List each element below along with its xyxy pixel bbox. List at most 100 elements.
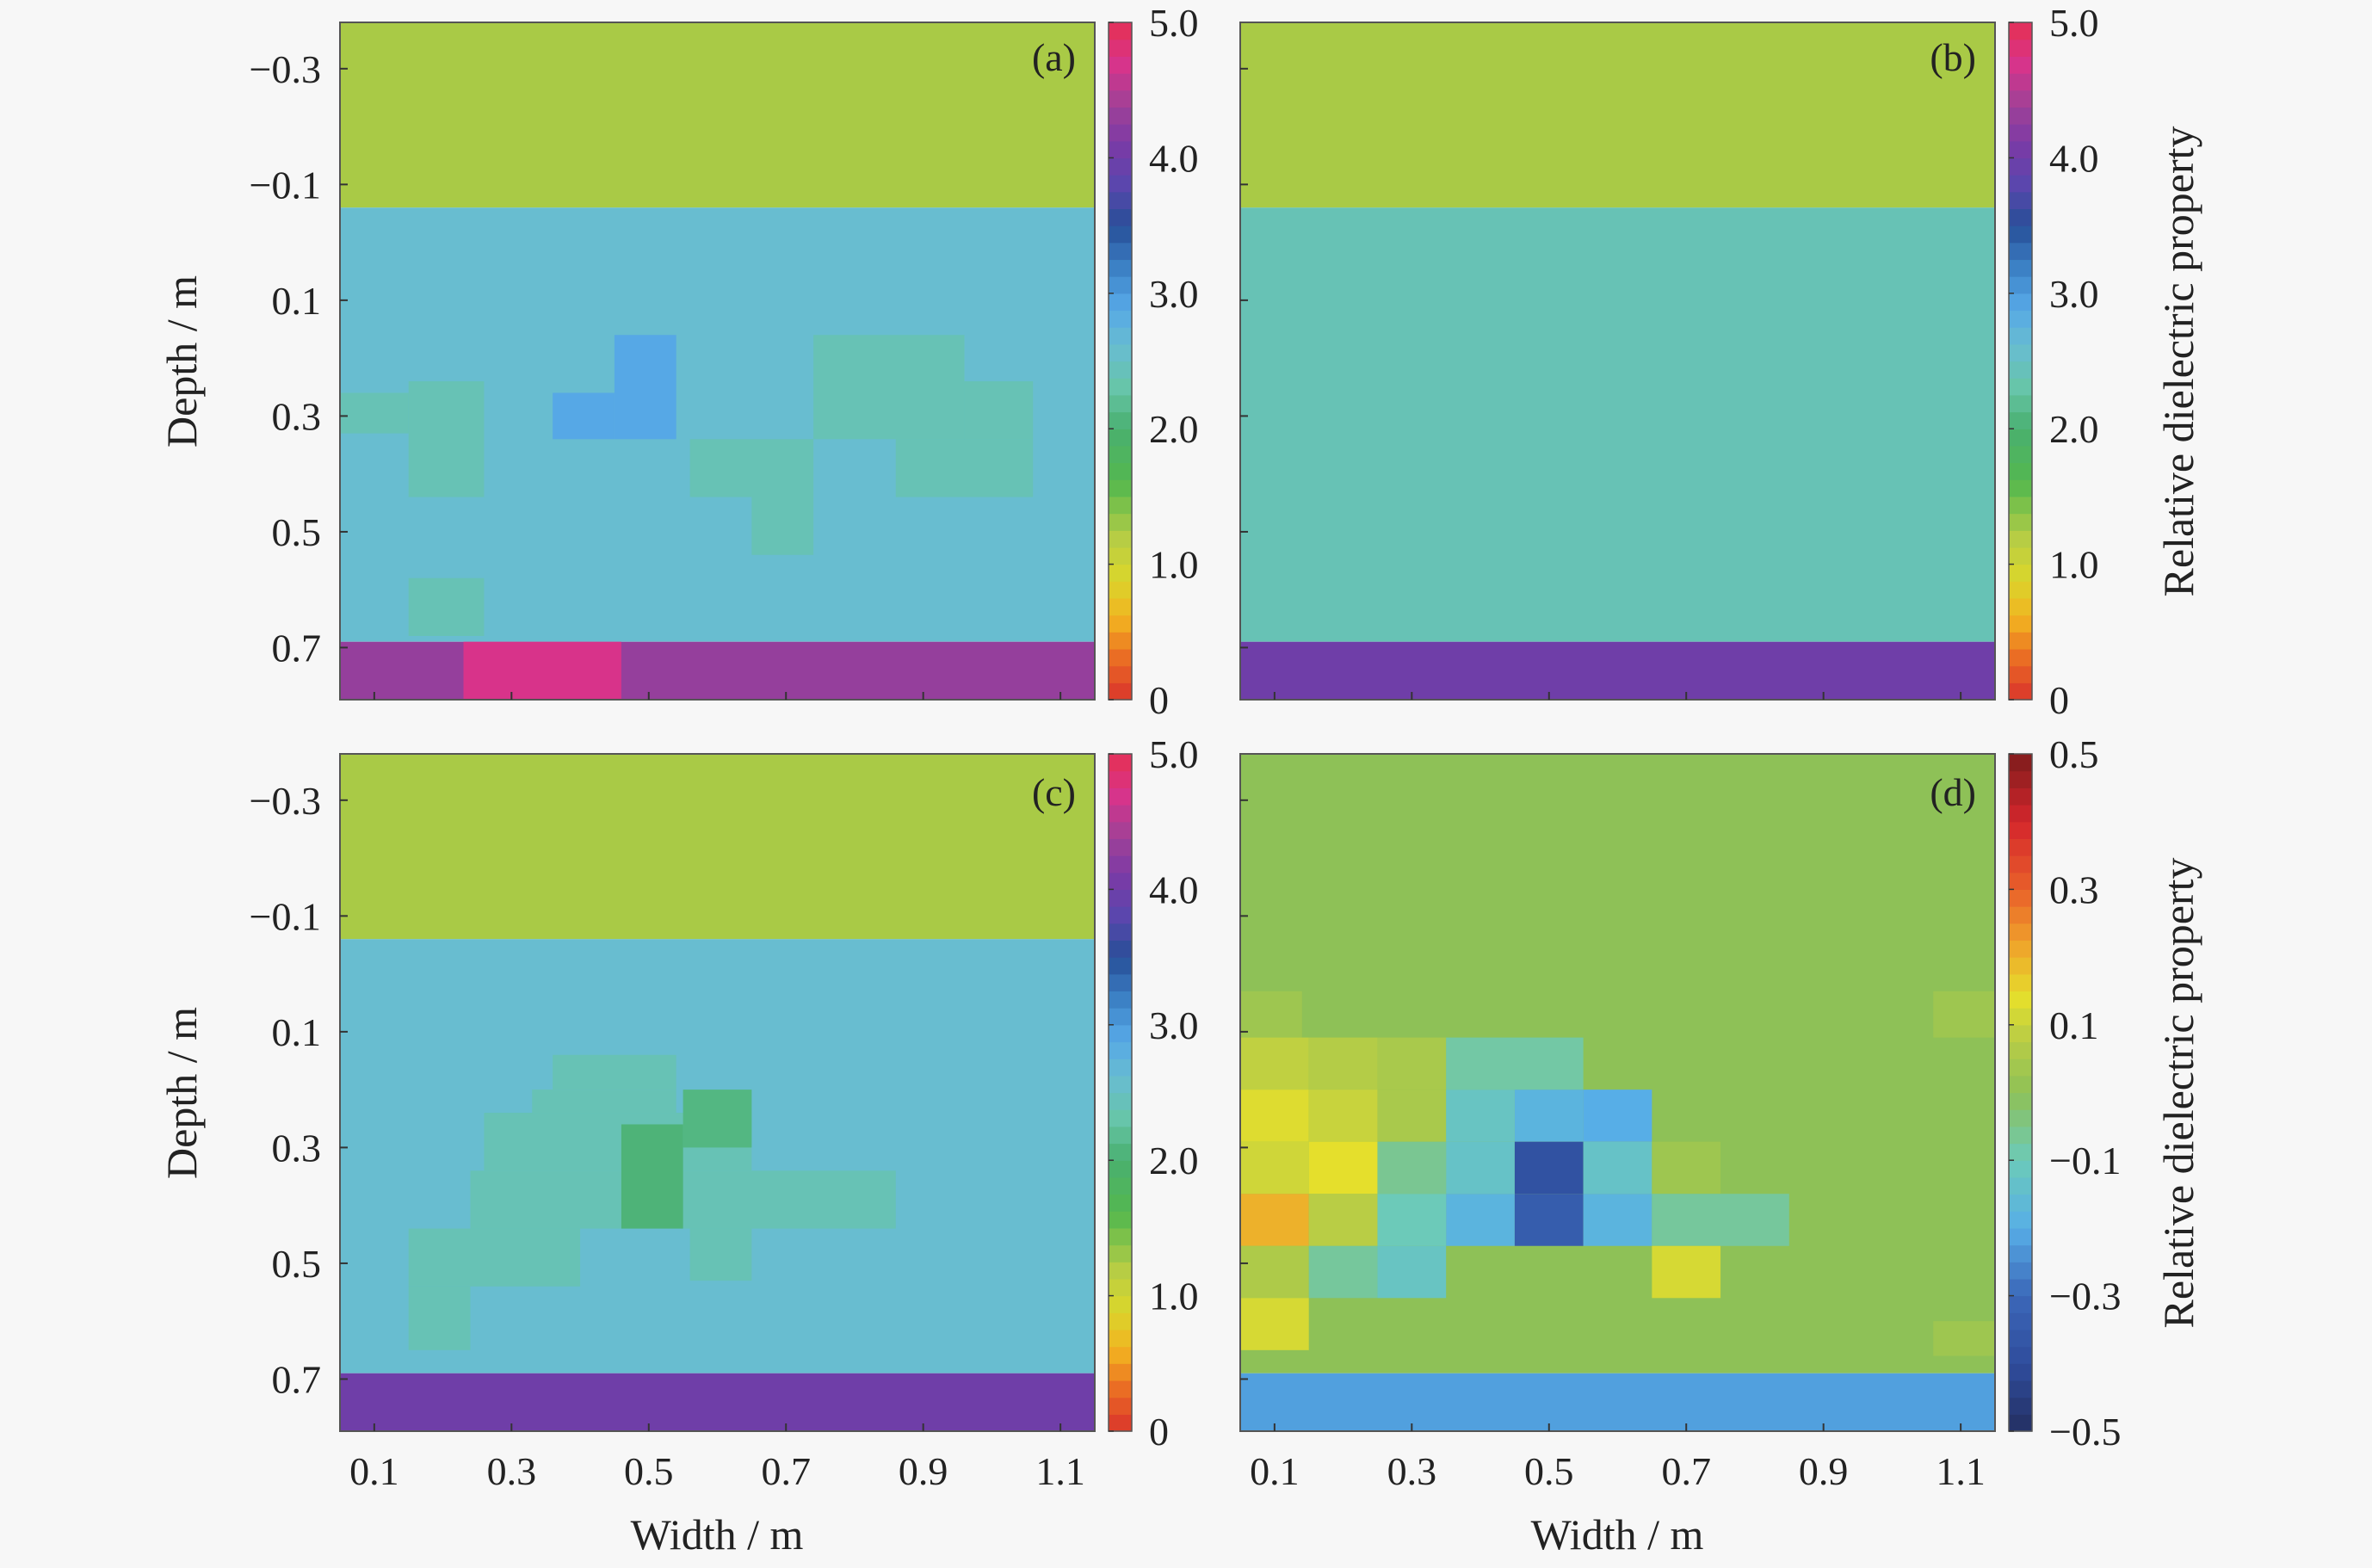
colorbar-segment-d-12 [2009,1211,2032,1229]
colorbar-segment-b-15 [2009,429,2032,447]
colorbar-segment-d-3 [2009,1363,2032,1381]
colorbar-segment-d-9 [2009,1262,2032,1280]
colorbar-tick-label-b-0: 0 [2049,678,2069,722]
colorbar-segment-d-20 [2009,1075,2032,1094]
heatmap-cell-d-4 [1240,1037,1309,1090]
colorbar-segment-a-32 [1109,140,1132,158]
colorbar-segment-a-21 [1109,327,1132,345]
colorbar-segment-b-6 [2009,581,2032,599]
heatmap-cell-a-10 [813,335,965,440]
colorbar-tick-label-a-2: 2.0 [1149,407,1199,451]
colorbar-segment-b-11 [2009,496,2032,515]
colorbar-segment-a-18 [1109,378,1132,396]
colorbar-tick-label-c-5: 5.0 [1149,732,1199,776]
colorbar-segment-b-30 [2009,175,2032,193]
colorbar-segment-d-39 [2009,754,2032,772]
x-tick-label-c-2: 0.5 [624,1449,674,1493]
heatmap-cell-d-17 [1446,1141,1515,1195]
heatmap-cell-d-25 [1514,1194,1584,1246]
colorbar-tick-label-c-2: 2.0 [1149,1139,1199,1182]
colorbar-segment-c-19 [1109,1092,1132,1110]
x-tick-label-d-5: 1.1 [1936,1449,1986,1493]
heatmap-c [340,754,1095,1431]
colorbar-frame-c [1108,753,1133,1432]
colorbar-segment-b-33 [2009,124,2032,142]
heatmap-cell-a-2 [340,641,1095,700]
colorbar-segment-a-24 [1109,276,1132,294]
colorbar-segment-c-34 [1109,838,1132,856]
y-tick-label-c-5: 0.7 [272,1357,322,1401]
colorbar-segment-a-37 [1109,56,1132,74]
heatmap-cell-c-4 [532,1090,676,1114]
colorbar-segment-b-24 [2009,276,2032,294]
plot-frame-b [1239,22,1996,701]
colorbar-segment-b-39 [2009,22,2032,40]
colorbar-segment-c-18 [1109,1109,1132,1127]
colorbar-segment-a-12 [1109,479,1132,497]
heatmap-cell-c-7 [408,1228,581,1287]
heatmap-cell-a-12 [964,381,1034,440]
heatmap-a [340,22,1095,700]
heatmap-cell-d-33 [1933,1321,1995,1356]
colorbar-segment-c-8 [1109,1278,1132,1297]
colorbar-segment-c-30 [1109,906,1132,924]
colorbar-segment-a-19 [1109,361,1132,379]
colorbar-segment-a-22 [1109,310,1132,328]
colorbar-b: 0 1.0 2.0 3.0 4.0 5.0 [2008,1,2099,722]
y-axis-label-c: Depth / m [158,1007,206,1179]
colorbar-segment-a-26 [1109,242,1132,261]
colorbar-tick-label-a-0: 0 [1149,678,1169,722]
colorbar-tick-label-b-5: 5.0 [2049,1,2099,45]
colorbar-segment-a-5 [1109,597,1132,616]
heatmap-cell-d-28 [1240,1245,1309,1299]
colorbar-segment-d-17 [2009,1126,2032,1145]
colorbar-segment-c-1 [1109,1397,1132,1415]
colorbar-segment-c-21 [1109,1059,1132,1077]
colorbar-segment-d-29 [2009,923,2032,941]
colorbar-frame-d [2008,753,2033,1432]
heatmap-cell-d-3 [1933,991,1995,1038]
colorbar-segment-b-5 [2009,597,2032,616]
heatmap-cell-d-24 [1446,1194,1515,1246]
heatmap-cell-d-19 [1583,1141,1652,1195]
colorbar-segment-d-5 [2009,1329,2032,1348]
colorbar-segment-b-21 [2009,327,2032,345]
colorbar-tick-label-d-1: −0.3 [2049,1275,2121,1318]
y-tick-label-a-0: −0.3 [250,47,321,91]
colorbar-segment-d-1 [2009,1397,2032,1415]
colorbar-segment-c-11 [1109,1227,1132,1246]
colorbar-segment-a-8 [1109,546,1132,565]
x-axis-label-c: Width / m [631,1510,804,1559]
colorbar-segment-d-24 [2009,1008,2032,1026]
colorbar-segment-d-37 [2009,787,2032,806]
heatmap-cell-d-26 [1583,1194,1652,1246]
colorbar-segment-c-7 [1109,1295,1132,1313]
heatmap-cell-a-6 [553,392,615,440]
colorbar-segment-c-0 [1109,1414,1132,1432]
heatmap-cell-d-20 [1652,1141,1721,1195]
colorbar-tick-label-b-2: 2.0 [2049,407,2099,451]
heatmap-cell-b-0 [1240,22,1995,208]
colorbar-segment-a-25 [1109,259,1132,277]
colorbar-segment-a-33 [1109,124,1132,142]
colorbar-segment-c-37 [1109,787,1132,806]
heatmap-cell-d-12 [1514,1090,1584,1142]
heatmap-cell-d-22 [1308,1194,1378,1246]
heatmap-cell-a-8 [689,439,814,497]
y-axis-label-a: Depth / m [158,275,206,448]
colorbar-frame-b [2008,22,2033,701]
colorbar-segment-c-9 [1109,1262,1132,1280]
axis-ticks-b [1240,67,1962,700]
colorbar-segment-a-39 [1109,22,1132,40]
panel-label-d: (d) [1930,770,1976,814]
colorbar-tick-label-a-4: 4.0 [1149,136,1199,180]
y-tick-label-c-3: 0.3 [272,1126,322,1170]
colorbar-tick-label-b-1: 1.0 [2049,543,2099,587]
colorbar-segment-a-13 [1109,462,1132,480]
heatmap-cell-a-0 [340,22,1095,208]
colorbar-segment-d-15 [2009,1160,2032,1178]
colorbar-segment-b-16 [2009,411,2032,429]
heatmap-cell-d-21 [1240,1194,1309,1246]
colorbar-tick-label-d-3: 0.1 [2049,1003,2099,1047]
heatmap-cell-c-11 [621,1124,683,1229]
